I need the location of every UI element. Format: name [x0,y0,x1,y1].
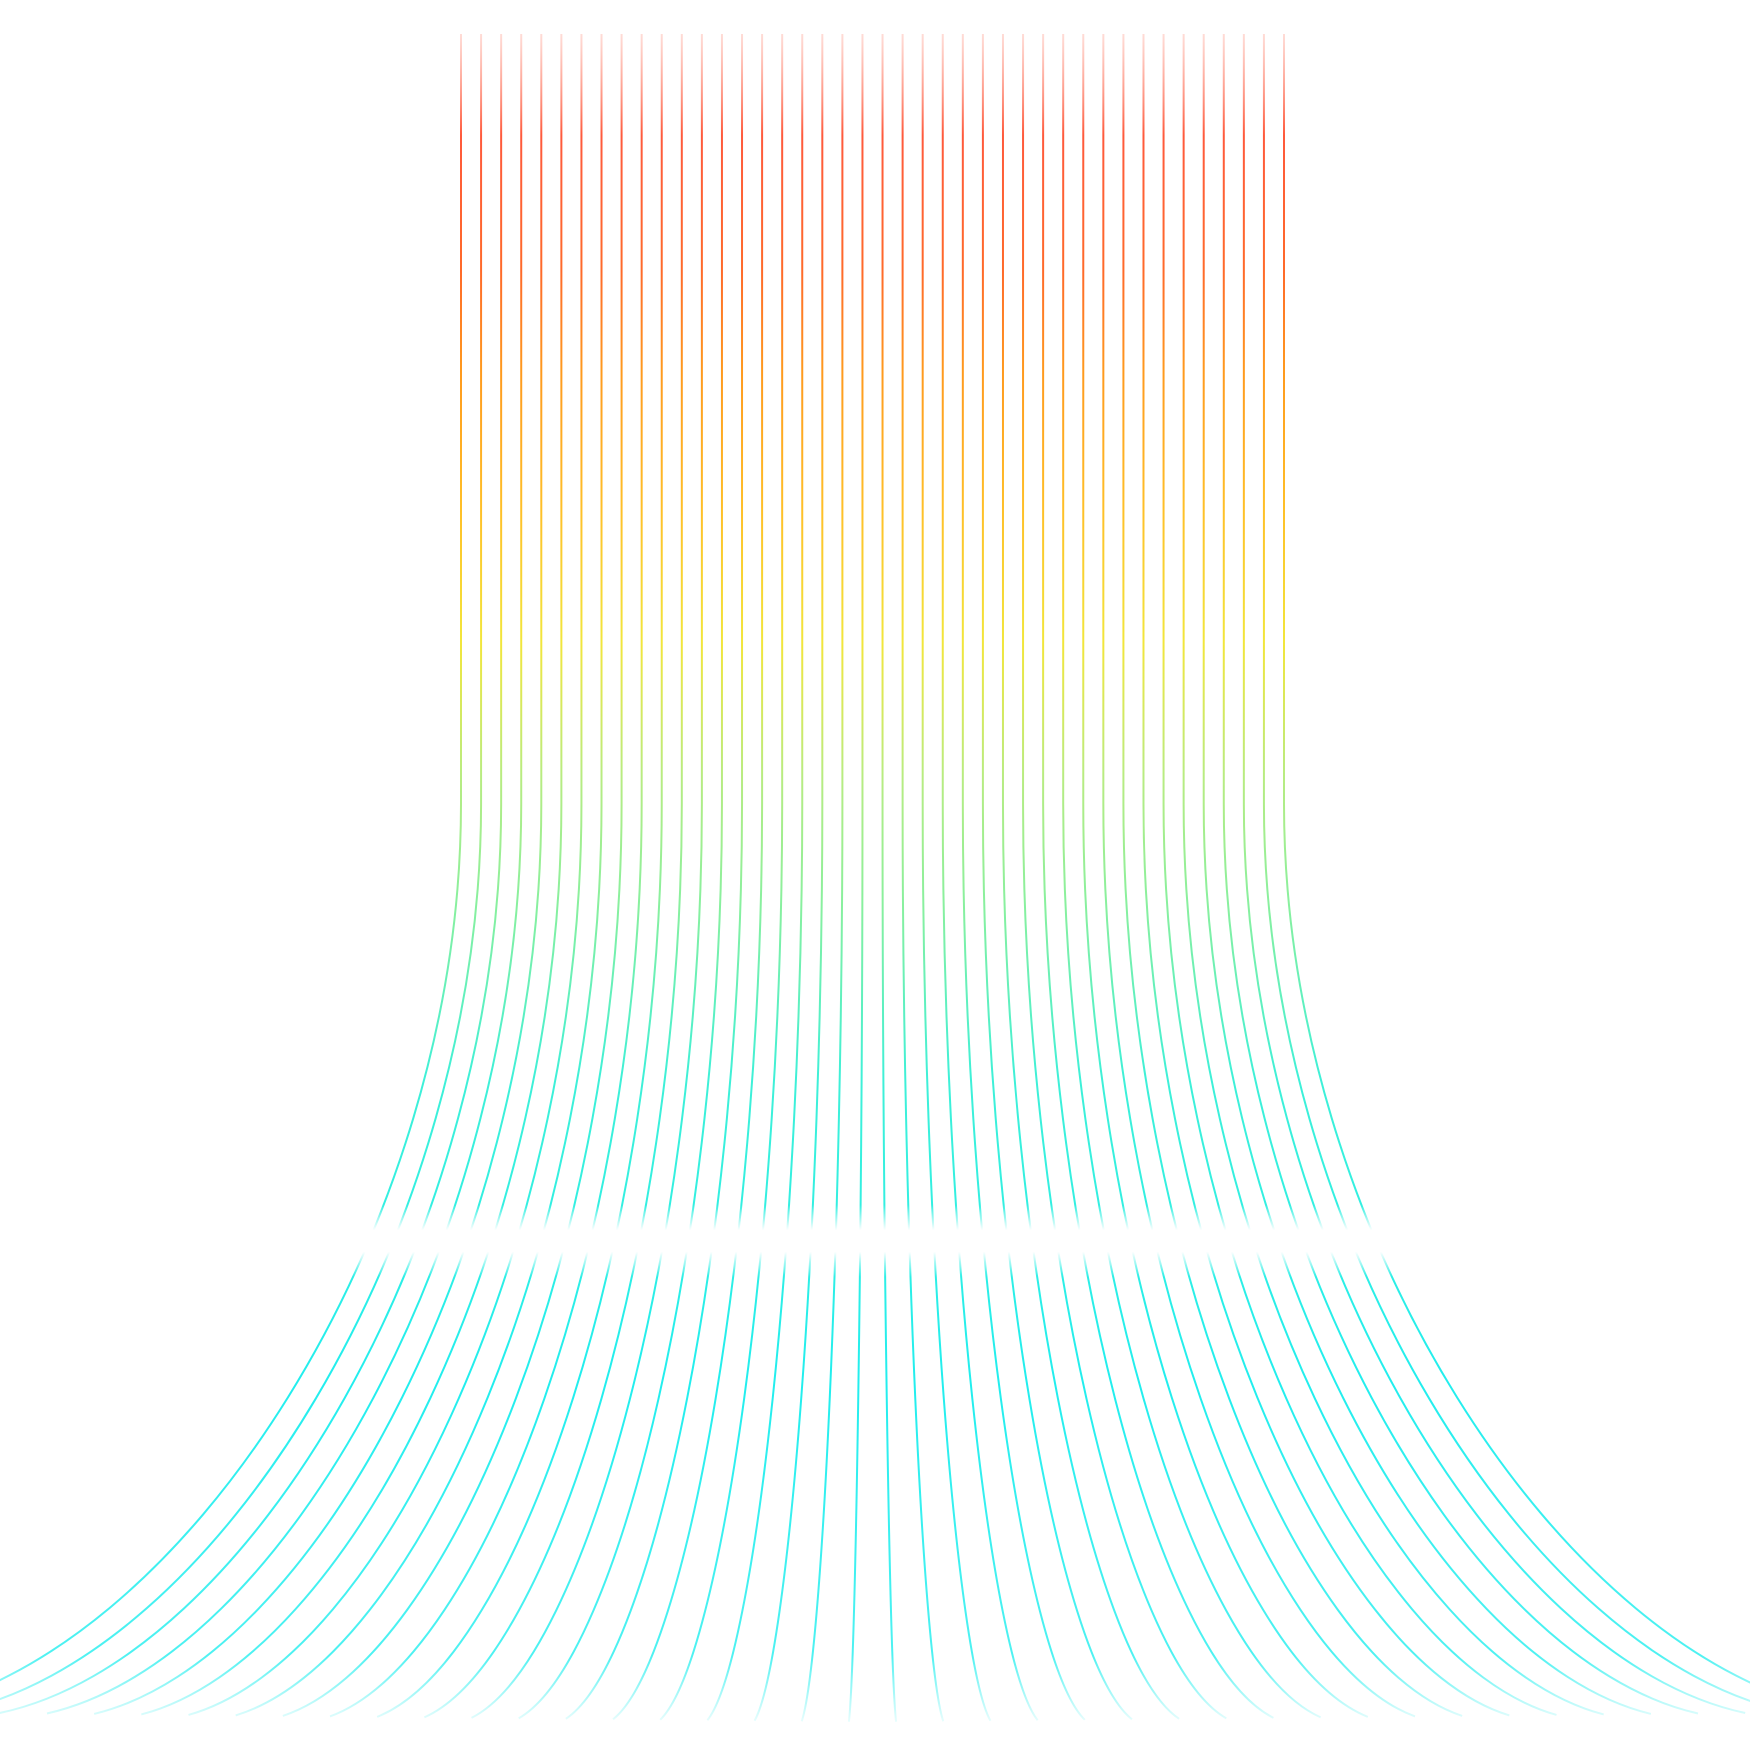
flow-line [423,34,683,1719]
flow-line [659,34,784,1721]
flow-line [1283,34,1750,1684]
flow-line [282,34,623,1717]
flow-line [329,34,643,1718]
flow-line [376,34,663,1718]
flow-line [941,34,1039,1721]
flow-line [1242,34,1746,1714]
flow-line [1122,34,1463,1717]
flow-line [46,34,523,1715]
flow-line [93,34,543,1715]
flow-line [1022,34,1227,1720]
flow-line [612,34,764,1721]
flow-line [1182,34,1604,1716]
flow-line [881,34,898,1722]
flow-line [471,34,703,1719]
flow-line [565,34,744,1720]
flow-line [800,34,844,1722]
flow-line [1202,34,1652,1715]
flow-line [188,34,583,1716]
flow-line [141,34,563,1716]
flow-line [981,34,1133,1721]
flow-line [753,34,824,1722]
flow-line [1062,34,1322,1719]
flow-line [1162,34,1557,1716]
flow-line [847,34,864,1722]
flow-line [1001,34,1180,1720]
flow-lines [0,34,1750,1722]
flow-line [1222,34,1699,1715]
flow-line [706,34,804,1721]
flow-line [1262,34,1750,1702]
flow-line [1102,34,1416,1718]
flow-line [961,34,1086,1721]
flow-line [0,34,462,1682]
flow-line [901,34,945,1722]
flow-line [1042,34,1274,1719]
flow-line [0,34,483,1701]
flow-line [0,34,503,1714]
flow-line [1082,34,1369,1718]
fade-band [0,1205,1750,1277]
flow-line [1142,34,1510,1717]
flow-line [518,34,723,1720]
flow-line [921,34,992,1722]
flow-line [235,34,603,1717]
